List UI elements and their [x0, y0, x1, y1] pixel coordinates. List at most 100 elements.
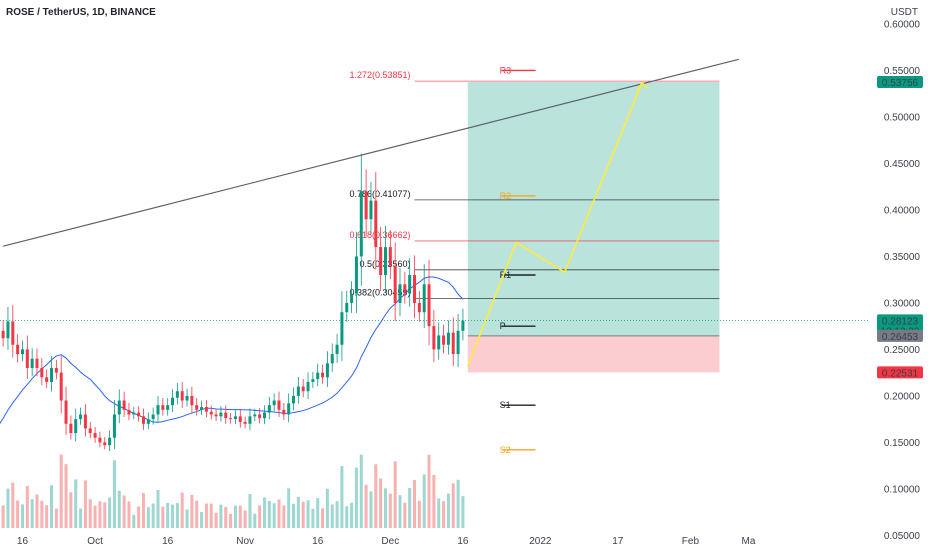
- candle-body: [267, 405, 271, 413]
- candle-body: [417, 302, 421, 313]
- candle-body: [40, 367, 44, 378]
- fib-level-label: 0.382(0.30459): [349, 288, 410, 298]
- candle-body: [350, 293, 354, 303]
- volume-bar: [69, 492, 73, 528]
- time-axis[interactable]: 16Sep16Oct16Nov16Dec16202217FebMa: [0, 536, 756, 547]
- candle-body: [1, 330, 5, 339]
- volume-bar: [325, 488, 329, 528]
- price-label-text: 0.28123: [882, 316, 919, 327]
- candle-body: [393, 265, 397, 303]
- candle-body: [185, 395, 189, 401]
- volume-bar: [388, 493, 392, 528]
- x-tick-label: Oct: [87, 536, 103, 547]
- projection-path-layer[interactable]: [467, 81, 649, 367]
- candle-body: [219, 412, 223, 417]
- candles-layer: [1, 153, 465, 451]
- volume-bar: [446, 493, 450, 528]
- candle-body: [122, 400, 126, 410]
- long-position-tool[interactable]: [467, 82, 720, 373]
- candle-body: [422, 284, 426, 313]
- volume-bar: [171, 504, 175, 528]
- volume-bar: [25, 485, 29, 528]
- x-tick-label: 2022: [529, 536, 552, 547]
- volume-bar: [311, 508, 315, 528]
- candle-body: [103, 442, 107, 446]
- volume-bar: [321, 508, 325, 528]
- candle-body: [354, 256, 358, 294]
- volume-bar: [248, 493, 252, 528]
- volume-bar: [200, 511, 204, 528]
- volume-bar: [156, 490, 160, 528]
- volume-bar: [427, 454, 431, 528]
- volume-bar: [243, 510, 247, 528]
- volume-bar: [11, 482, 15, 528]
- candle-body: [98, 437, 102, 443]
- x-tick-label: Dec: [381, 536, 399, 547]
- projection-path: [467, 82, 643, 367]
- volume-bar: [354, 467, 358, 528]
- moving-average-line: [0, 276, 464, 425]
- volume-bar: [442, 501, 446, 528]
- y-tick-label: 0.30000: [884, 298, 921, 309]
- candle-body: [369, 200, 373, 220]
- volume-bar: [108, 497, 112, 528]
- volume-bar: [296, 496, 300, 528]
- volume-bar: [432, 475, 436, 528]
- candle-body: [141, 416, 145, 424]
- volume-bar: [374, 464, 378, 528]
- x-tick-label: 16: [457, 536, 469, 547]
- candle-body: [190, 395, 194, 406]
- pivot-label: S2: [500, 445, 511, 455]
- candle-body: [59, 372, 63, 401]
- volume-bar: [408, 487, 412, 528]
- candle-body: [108, 437, 112, 446]
- volume-bar: [40, 500, 44, 528]
- candle-body: [93, 433, 97, 438]
- volume-bar: [59, 454, 63, 528]
- volume-bar: [379, 478, 383, 528]
- pivot-label: R1: [500, 270, 512, 280]
- price-label-text: 0.22531: [882, 368, 919, 379]
- candle-body: [359, 191, 363, 257]
- candle-body: [151, 414, 155, 420]
- candle-body: [325, 363, 329, 378]
- trendline-layer[interactable]: [2, 58, 739, 247]
- y-tick-label: 0.40000: [884, 205, 921, 216]
- candle-body: [156, 405, 160, 415]
- candle-body: [277, 400, 281, 410]
- fibonacci-levels[interactable]: 1.272(0.53851) 0.786(0.41077) 0.618(0.3666…: [349, 70, 720, 300]
- volume-bar: [117, 490, 121, 528]
- candle-body: [296, 386, 300, 396]
- volume-bar: [316, 498, 320, 528]
- volume-bar: [127, 501, 131, 528]
- pivot-label: S1: [500, 400, 511, 410]
- candle-body: [321, 372, 325, 378]
- volume-bar: [335, 501, 339, 528]
- pivot-levels: R3 R2 R1 P S1 S2: [500, 65, 536, 455]
- candle-body: [248, 416, 252, 424]
- volume-bar: [258, 505, 262, 528]
- projection-arrowhead: [636, 81, 649, 92]
- price-label-box: [877, 76, 923, 89]
- stop-zone: [467, 335, 720, 373]
- candle-body: [427, 284, 431, 327]
- candle-body: [262, 412, 266, 419]
- candle-body: [282, 409, 286, 415]
- volume-bar: [190, 495, 194, 528]
- volume-bar: [6, 488, 10, 528]
- volume-bar: [185, 509, 189, 528]
- volume-bar: [112, 460, 116, 528]
- candle-body: [146, 419, 150, 424]
- price-axis[interactable]: 0.05000 0.10000 0.15000 0.20000 0.25000 0.300…: [884, 19, 921, 541]
- volume-bar: [214, 512, 218, 528]
- candle-body: [446, 332, 450, 345]
- volume-bar: [88, 499, 92, 528]
- volume-bar: [282, 505, 286, 528]
- candle-body: [224, 412, 228, 419]
- volume-bar: [132, 514, 136, 528]
- candle-body: [301, 386, 305, 392]
- candle-body: [335, 344, 339, 355]
